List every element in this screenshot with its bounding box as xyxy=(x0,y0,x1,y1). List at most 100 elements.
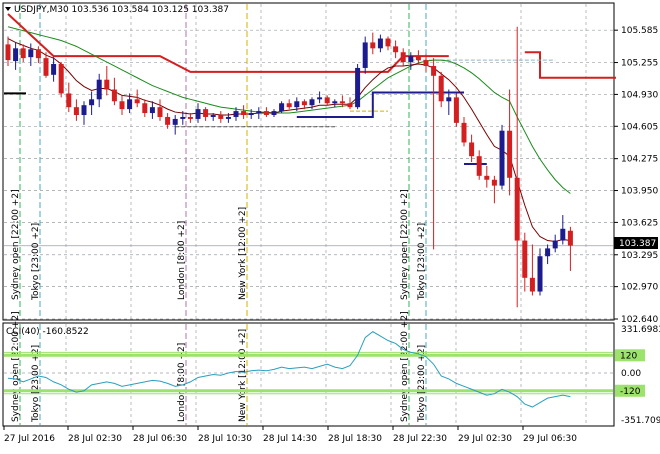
candle-bear xyxy=(507,130,513,178)
candle-bull xyxy=(537,256,543,292)
candle-bull xyxy=(28,49,34,58)
candle-bear xyxy=(393,46,399,53)
candle-bull xyxy=(210,115,216,117)
candle-bull xyxy=(195,109,201,119)
candle-bear xyxy=(324,97,330,104)
session-label-sydney-cci: Sydney open [22:00 +2] xyxy=(11,311,21,422)
candle-bull xyxy=(180,116,186,119)
candle-bull xyxy=(446,97,452,102)
candle-bear xyxy=(218,115,224,119)
time-tick-label: 28 Jul 06:30 xyxy=(133,434,187,444)
price-tick-label: 105.585 xyxy=(621,26,658,36)
candle-bull xyxy=(332,101,338,104)
cci-tick-label: 331.6983 xyxy=(621,325,660,335)
candle-bull xyxy=(317,97,323,100)
time-tick-label: 28 Jul 10:30 xyxy=(198,434,252,444)
session-label-tokyo-cci: Tokyo [23:00 +2] xyxy=(31,345,41,423)
session-label-newyork-cci: New York [12:00 +2] xyxy=(238,329,248,422)
session-markers: Sydney open [22:00 +2] Sydney open [22:00… xyxy=(11,4,427,425)
candle-bull xyxy=(256,111,262,114)
ma-slow-line xyxy=(7,26,571,194)
cci-level-tag xyxy=(615,349,645,362)
price-tick-label: 103.295 xyxy=(621,251,658,261)
candle-bull xyxy=(552,240,558,249)
candle-bear xyxy=(286,103,292,108)
candle-bull xyxy=(279,103,285,112)
candlesticks xyxy=(4,26,573,308)
cci-level-label: 120 xyxy=(620,351,637,361)
candle-bull xyxy=(294,101,300,108)
candle-bear xyxy=(347,103,353,108)
session-label-sydney-cci: Sydney open [22:00 +2] xyxy=(400,311,410,422)
dropdown-triangle-icon[interactable] xyxy=(5,7,11,11)
candle-bear xyxy=(385,38,391,47)
time-tick-label: 27 Jul 2016 xyxy=(4,434,55,444)
candle-bear xyxy=(119,101,125,110)
candle-bear xyxy=(5,44,11,61)
session-label-tokyo: Tokyo [23:00 +2] xyxy=(31,223,41,301)
candle-bear xyxy=(203,109,209,117)
candle-bear xyxy=(522,240,528,278)
candle-bull xyxy=(309,99,315,106)
candle-bear xyxy=(423,60,429,66)
candle-bear xyxy=(339,101,345,104)
session-label-sydney: Sydney open [22:00 +2] xyxy=(400,189,410,300)
candle-bull xyxy=(149,107,155,114)
price-tick-label: 105.255 xyxy=(621,59,658,69)
candle-bear xyxy=(438,75,444,102)
price-panel-frame xyxy=(2,2,615,321)
cci-indicator: 120 -120 xyxy=(4,331,645,408)
time-axis: 27 Jul 2016 28 Jul 02:30 28 Jul 06:30 28 Ju… xyxy=(3,426,577,444)
candle-bear xyxy=(66,93,72,108)
candle-bull xyxy=(408,56,414,63)
price-tick-label: 103.625 xyxy=(621,218,658,228)
candle-bull xyxy=(51,64,57,75)
cci-line xyxy=(7,331,571,408)
cci-level-tag xyxy=(615,384,645,397)
candle-bear xyxy=(104,79,110,90)
time-tick-label: 28 Jul 18:30 xyxy=(328,434,382,444)
chart-symbol-header: USDJPY,M30 103.536 103.584 103.125 103.3… xyxy=(14,5,229,15)
price-tick-label: 104.275 xyxy=(621,155,658,165)
candle-bull xyxy=(13,48,19,62)
candle-bear xyxy=(263,111,269,116)
candle-bear xyxy=(415,56,421,61)
candle-bear xyxy=(567,230,573,246)
candle-bull xyxy=(233,111,239,117)
current-price-tag xyxy=(614,237,658,249)
candle-bull xyxy=(362,42,368,68)
session-label-tokyo: Tokyo [23:00 +2] xyxy=(417,223,427,301)
level-line-blue xyxy=(296,91,464,118)
time-tick-label: 28 Jul 14:30 xyxy=(263,434,317,444)
candle-bear xyxy=(187,116,193,119)
cci-tick-label: 0.00 xyxy=(621,369,641,379)
moving-averages xyxy=(7,26,571,243)
candle-bear xyxy=(476,156,482,176)
cci-panel-frame xyxy=(2,322,615,427)
candle-bear xyxy=(43,58,49,76)
candle-bear xyxy=(241,111,247,116)
candle-bull xyxy=(89,99,95,106)
candle-bear xyxy=(461,122,467,143)
candle-bear xyxy=(301,101,307,106)
candle-bull xyxy=(271,111,277,116)
level-line-red xyxy=(524,51,616,79)
candle-bull xyxy=(96,79,102,100)
candle-bear xyxy=(157,107,163,117)
candle-bear xyxy=(469,142,475,157)
candle-bull xyxy=(81,105,87,116)
cci-level-label: -120 xyxy=(620,387,641,397)
candle-bear xyxy=(431,65,437,76)
candle-bear xyxy=(58,64,64,94)
candle-bull xyxy=(560,228,566,241)
cci-tick-label: -351.7094 xyxy=(621,416,660,426)
session-label-newyork: New York [12:00 +2] xyxy=(238,207,248,300)
time-tick-label: 29 Jul 02:30 xyxy=(458,434,512,444)
candle-bull xyxy=(127,99,133,110)
candle-bull xyxy=(225,116,231,119)
candle-bear xyxy=(165,116,171,125)
candle-bull xyxy=(248,113,254,116)
current-price-label: 103.387 xyxy=(619,239,656,249)
